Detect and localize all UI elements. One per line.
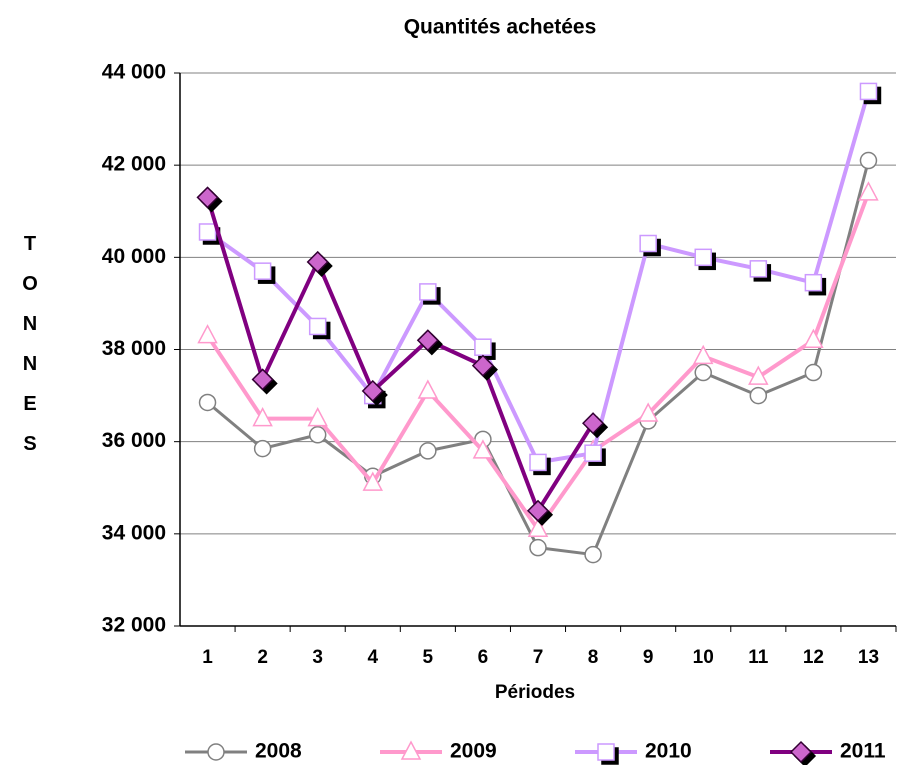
data-point (197, 324, 218, 344)
data-point (749, 386, 768, 405)
series-line (205, 196, 595, 513)
x-tick-label: 2 (257, 647, 268, 668)
data-point (804, 273, 823, 292)
data-point (529, 538, 547, 557)
data-point (529, 453, 547, 472)
data-point (637, 402, 659, 422)
data-point (253, 439, 272, 458)
data-point (419, 283, 437, 301)
data-point (362, 471, 384, 491)
data-point (198, 223, 217, 241)
chart-title: Quantités achetées (404, 16, 597, 39)
legend-marker (400, 740, 422, 760)
data-point (251, 368, 274, 391)
legend-label: 2009 (450, 740, 497, 763)
data-point (859, 82, 878, 101)
data-point (472, 439, 494, 459)
x-axis-label: Périodes (495, 682, 575, 703)
data-point (361, 379, 384, 403)
data-point (694, 248, 712, 267)
data-point (474, 338, 492, 356)
data-point (308, 317, 327, 336)
data-point (584, 444, 602, 462)
legend-label: 2011 (840, 740, 886, 763)
legend-marker (597, 743, 615, 761)
data-point (308, 426, 327, 444)
data-point (252, 407, 273, 427)
x-tick-label: 3 (312, 647, 323, 668)
x-tick-label: 8 (588, 647, 599, 668)
data-point (526, 499, 550, 522)
series-line (206, 160, 870, 557)
data-point (694, 363, 712, 382)
x-tick-label: 13 (858, 647, 879, 668)
y-tick-label: 44 000 (102, 61, 166, 84)
data-point (471, 354, 494, 377)
data-point (803, 328, 824, 349)
data-point (307, 407, 328, 427)
data-point (804, 363, 823, 382)
x-tick-label: 5 (423, 647, 434, 668)
legend-marker (789, 740, 813, 764)
y-tick-label: 34 000 (102, 521, 166, 544)
data-point (253, 262, 272, 280)
x-tick-label: 6 (478, 647, 489, 668)
legend-label: 2010 (645, 740, 692, 763)
series-line (205, 192, 871, 532)
data-point (584, 545, 602, 564)
data-point (416, 329, 439, 352)
data-point (858, 181, 879, 201)
x-tick-label: 12 (803, 647, 824, 668)
x-tick-label: 11 (748, 647, 769, 668)
data-point (582, 412, 605, 435)
data-point (306, 250, 329, 274)
x-tick-label: 4 (367, 647, 378, 668)
data-point (859, 151, 878, 170)
x-tick-label: 9 (643, 647, 654, 668)
data-point (198, 393, 217, 412)
data-point (196, 186, 219, 209)
x-tick-label: 7 (533, 647, 544, 668)
data-point (692, 344, 714, 365)
data-point (749, 260, 768, 278)
y-tick-label: 32 000 (102, 614, 166, 637)
data-point (417, 379, 439, 399)
legend-marker (207, 743, 225, 761)
x-tick-label: 1 (202, 647, 213, 668)
legend-label: 2008 (255, 740, 302, 763)
y-tick-label: 38 000 (102, 337, 166, 360)
data-point (748, 365, 769, 385)
data-point (419, 442, 437, 460)
y-tick-label: 36 000 (102, 429, 166, 452)
y-tick-label: 40 000 (102, 245, 166, 268)
data-point (527, 517, 549, 537)
x-tick-label: 10 (693, 647, 714, 668)
data-point (639, 234, 657, 253)
y-tick-label: 42 000 (102, 153, 166, 176)
